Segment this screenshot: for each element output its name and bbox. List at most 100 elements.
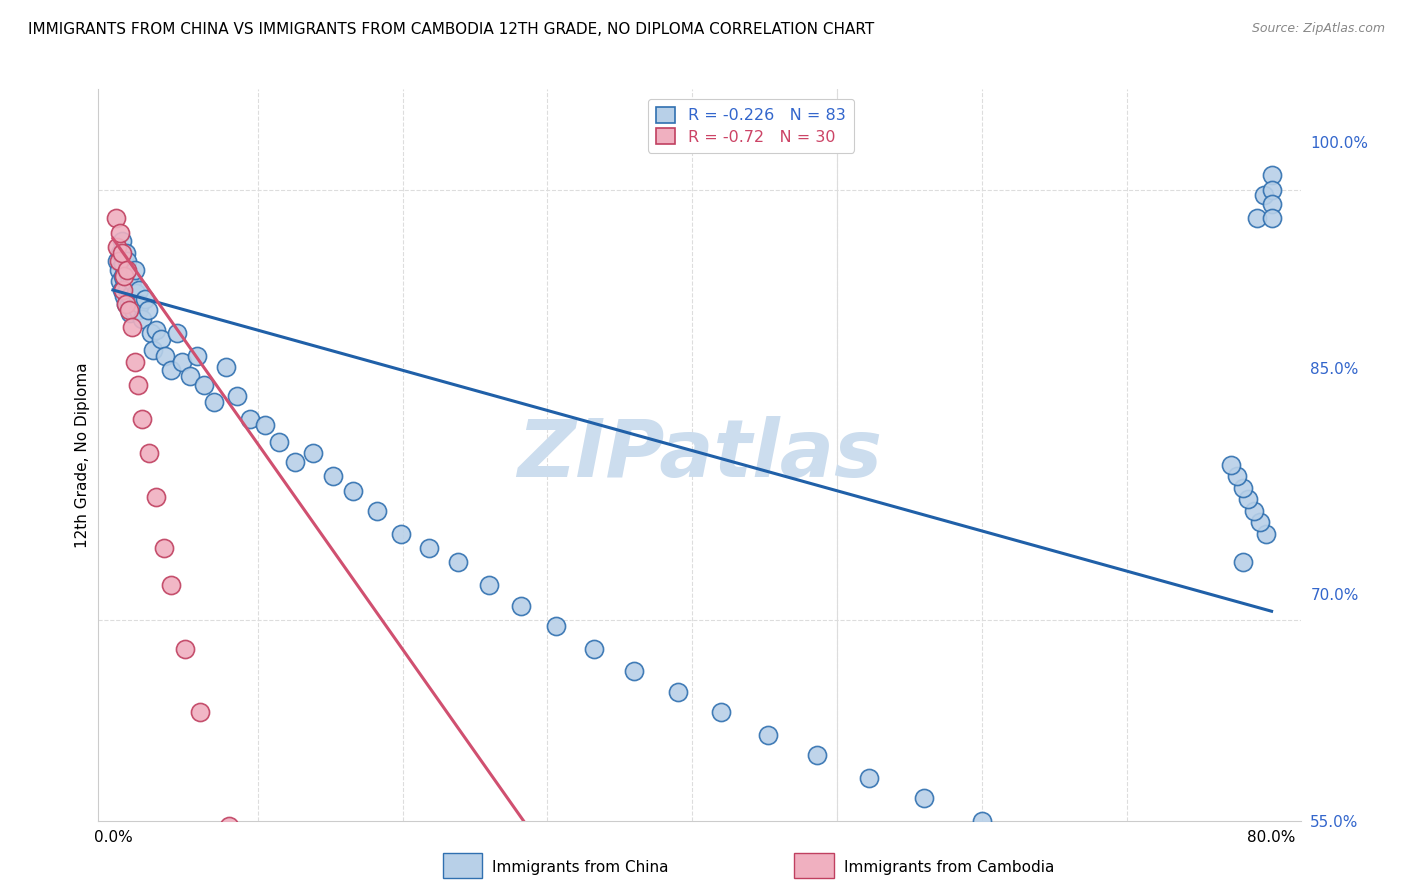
- Point: [1260, 183, 1282, 197]
- Point: [114, 289, 136, 303]
- Point: [110, 234, 132, 248]
- Point: [105, 254, 128, 268]
- Point: [129, 297, 152, 311]
- Point: [105, 240, 128, 254]
- Point: [152, 541, 174, 556]
- Point: [202, 395, 225, 409]
- Point: [118, 297, 141, 311]
- Text: Source: ZipAtlas.com: Source: ZipAtlas.com: [1251, 22, 1385, 36]
- Point: [546, 618, 568, 632]
- Point: [1232, 481, 1254, 495]
- Point: [115, 245, 138, 260]
- Point: [218, 819, 240, 833]
- Point: [107, 254, 129, 268]
- Point: [174, 641, 197, 656]
- Point: [858, 771, 880, 785]
- Point: [1254, 526, 1277, 541]
- Point: [120, 289, 142, 303]
- Point: [172, 354, 194, 368]
- Point: [142, 343, 165, 358]
- Point: [666, 684, 689, 698]
- Point: [122, 303, 145, 318]
- Point: [710, 705, 733, 719]
- Point: [253, 417, 276, 432]
- Point: [139, 326, 162, 340]
- Point: [970, 814, 993, 828]
- Point: [110, 283, 132, 297]
- Point: [226, 389, 249, 403]
- Text: IMMIGRANTS FROM CHINA VS IMMIGRANTS FROM CAMBODIA 12TH GRADE, NO DIPLOMA CORRELA: IMMIGRANTS FROM CHINA VS IMMIGRANTS FROM…: [28, 22, 875, 37]
- Point: [239, 412, 262, 426]
- Point: [756, 728, 779, 742]
- Point: [160, 363, 183, 377]
- Point: [117, 283, 139, 297]
- Point: [1032, 828, 1054, 842]
- Point: [446, 556, 468, 570]
- Point: [110, 245, 132, 260]
- Point: [121, 274, 143, 288]
- Legend: R = -0.226   N = 83, R = -0.72   N = 30: R = -0.226 N = 83, R = -0.72 N = 30: [648, 99, 853, 153]
- Point: [125, 285, 148, 300]
- Point: [1260, 197, 1282, 211]
- Point: [127, 377, 149, 392]
- Point: [1246, 211, 1268, 226]
- Point: [179, 369, 201, 384]
- Point: [108, 274, 131, 288]
- Point: [188, 705, 211, 719]
- Point: [124, 263, 146, 277]
- Point: [582, 641, 605, 656]
- Point: [269, 435, 291, 450]
- Point: [108, 245, 131, 260]
- Y-axis label: 12th Grade, No Diploma: 12th Grade, No Diploma: [75, 362, 90, 548]
- Point: [136, 303, 159, 318]
- Point: [128, 283, 150, 297]
- Point: [134, 292, 156, 306]
- Point: [1095, 842, 1118, 856]
- Point: [117, 263, 139, 277]
- Point: [193, 377, 215, 392]
- Point: [107, 263, 129, 277]
- Point: [1226, 871, 1249, 885]
- Point: [145, 323, 167, 337]
- Point: [1260, 211, 1282, 226]
- Point: [112, 268, 135, 283]
- Point: [138, 446, 160, 460]
- Point: [153, 349, 176, 363]
- Point: [115, 297, 138, 311]
- Point: [117, 254, 139, 268]
- Point: [115, 297, 138, 311]
- Point: [389, 526, 412, 541]
- Point: [108, 226, 131, 240]
- Point: [301, 446, 323, 460]
- Point: [1253, 188, 1275, 202]
- Point: [284, 455, 307, 469]
- Point: [366, 504, 388, 518]
- Point: [1249, 516, 1271, 530]
- Point: [118, 303, 141, 318]
- Point: [1159, 856, 1181, 871]
- Point: [1226, 469, 1249, 483]
- Point: [623, 665, 645, 679]
- Point: [342, 483, 364, 498]
- Point: [166, 326, 188, 340]
- Point: [478, 578, 501, 592]
- Point: [131, 311, 153, 326]
- Point: [806, 747, 828, 762]
- Point: [1243, 504, 1265, 518]
- Point: [145, 490, 167, 504]
- Point: [120, 306, 142, 320]
- Point: [121, 320, 143, 334]
- Text: Immigrants from China: Immigrants from China: [492, 860, 669, 874]
- Point: [418, 541, 440, 556]
- Point: [112, 257, 135, 271]
- Point: [186, 349, 208, 363]
- Text: Immigrants from Cambodia: Immigrants from Cambodia: [844, 860, 1054, 874]
- Point: [149, 332, 172, 346]
- Point: [1232, 556, 1254, 570]
- Point: [322, 469, 344, 483]
- Point: [127, 303, 149, 318]
- Point: [510, 599, 533, 613]
- Point: [104, 211, 127, 226]
- Point: [1237, 492, 1260, 507]
- Point: [912, 790, 935, 805]
